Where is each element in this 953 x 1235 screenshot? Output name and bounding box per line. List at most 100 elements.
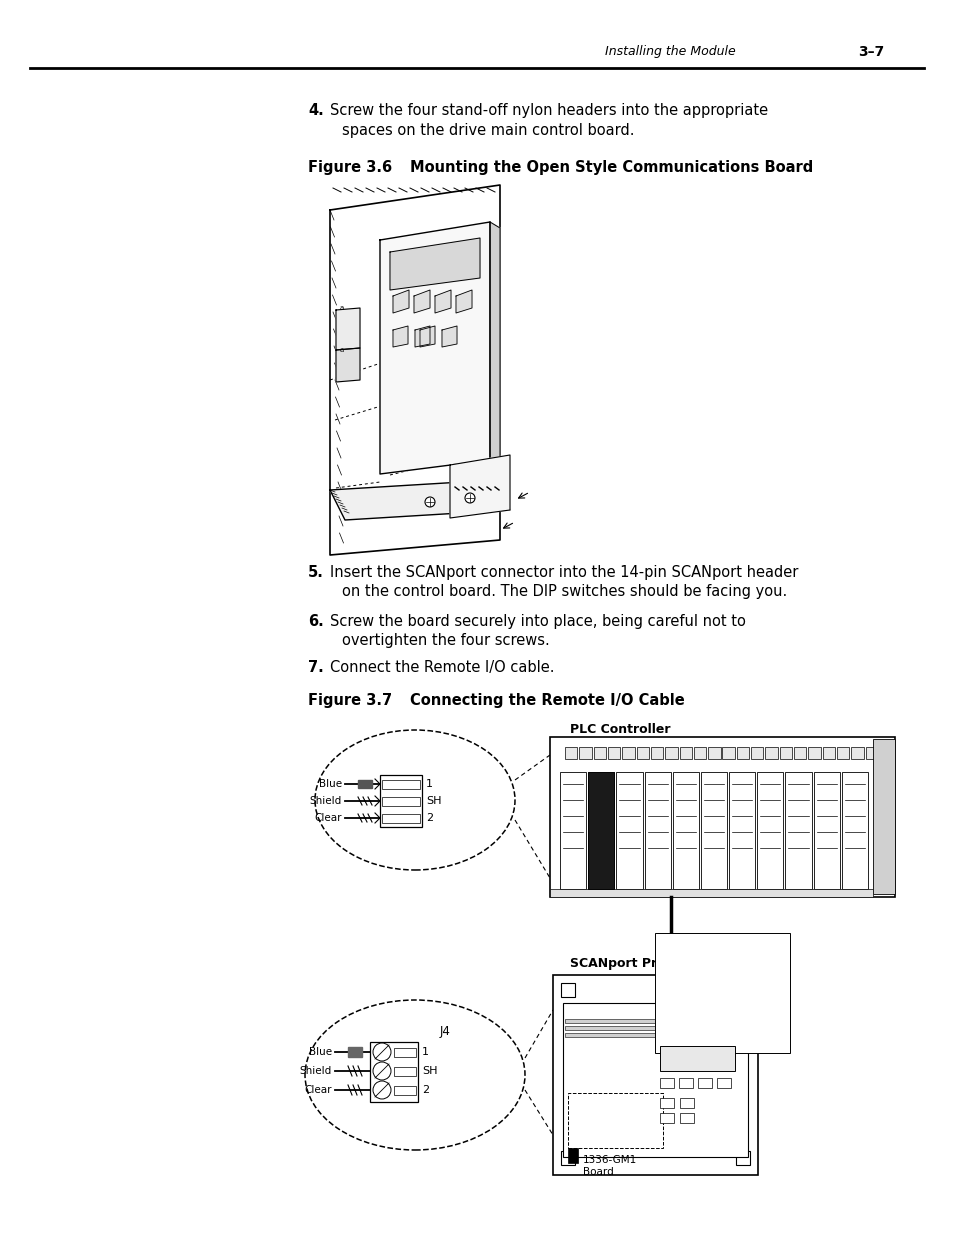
- Bar: [567, 1149, 578, 1163]
- Bar: [560, 983, 575, 997]
- Text: Shield: Shield: [310, 797, 341, 806]
- Text: 7.: 7.: [308, 659, 323, 676]
- Text: a: a: [339, 347, 344, 353]
- Text: SH: SH: [426, 797, 441, 806]
- Text: Installing the Module: Installing the Module: [604, 46, 735, 58]
- Bar: [636, 747, 648, 760]
- Bar: [872, 739, 894, 894]
- Polygon shape: [415, 326, 430, 347]
- Bar: [553, 974, 758, 1174]
- Text: Board: Board: [582, 1167, 613, 1177]
- Bar: [779, 747, 791, 760]
- Bar: [562, 1003, 747, 1157]
- Text: 1: 1: [421, 1047, 429, 1057]
- Bar: [841, 772, 867, 889]
- Bar: [621, 747, 634, 760]
- Ellipse shape: [305, 1000, 524, 1150]
- Bar: [836, 747, 848, 760]
- Bar: [736, 747, 748, 760]
- Polygon shape: [393, 326, 408, 347]
- Text: Connecting the Remote I/O Cable: Connecting the Remote I/O Cable: [410, 693, 684, 708]
- Polygon shape: [490, 222, 499, 468]
- Polygon shape: [435, 290, 451, 312]
- Bar: [659, 1078, 674, 1088]
- Bar: [616, 772, 642, 889]
- Bar: [679, 747, 691, 760]
- Ellipse shape: [314, 730, 515, 869]
- Circle shape: [424, 496, 435, 508]
- Bar: [588, 772, 614, 889]
- Text: SCANport Product: SCANport Product: [569, 957, 696, 969]
- Text: Screw the board securely into place, being careful not to: Screw the board securely into place, bei…: [330, 614, 745, 629]
- Polygon shape: [441, 326, 456, 347]
- Text: 2: 2: [426, 813, 433, 823]
- Polygon shape: [330, 480, 510, 520]
- Circle shape: [464, 493, 475, 503]
- Polygon shape: [419, 326, 435, 347]
- Bar: [394, 1067, 416, 1076]
- Text: Insert the SCANport connector into the 14-pin SCANport header: Insert the SCANport connector into the 1…: [330, 564, 798, 580]
- Bar: [644, 772, 670, 889]
- Bar: [559, 772, 585, 889]
- Bar: [728, 772, 755, 889]
- Text: 1: 1: [426, 779, 433, 789]
- Circle shape: [373, 1062, 391, 1079]
- Bar: [593, 747, 605, 760]
- Bar: [588, 772, 614, 889]
- Text: Figure 3.7: Figure 3.7: [308, 693, 392, 708]
- Bar: [721, 747, 734, 760]
- Polygon shape: [393, 290, 409, 312]
- Bar: [567, 1093, 662, 1149]
- Text: Blue: Blue: [309, 1047, 332, 1057]
- Bar: [550, 737, 894, 897]
- Bar: [659, 1098, 674, 1108]
- Bar: [698, 1078, 712, 1088]
- Text: PLC Controller: PLC Controller: [569, 722, 670, 736]
- Bar: [659, 1113, 674, 1123]
- Circle shape: [373, 1044, 391, 1061]
- Bar: [679, 1098, 694, 1108]
- Polygon shape: [450, 454, 510, 517]
- Text: Figure 3.6: Figure 3.6: [308, 161, 392, 175]
- Text: overtighten the four screws.: overtighten the four screws.: [341, 634, 549, 648]
- Circle shape: [373, 1081, 391, 1099]
- Polygon shape: [390, 238, 479, 290]
- Bar: [379, 776, 421, 827]
- Text: a: a: [339, 305, 344, 311]
- Bar: [793, 747, 805, 760]
- Bar: [821, 747, 834, 760]
- Polygon shape: [330, 185, 499, 555]
- Bar: [735, 1151, 749, 1165]
- Bar: [381, 814, 419, 823]
- Bar: [394, 1049, 416, 1057]
- Bar: [784, 772, 811, 889]
- Text: 6.: 6.: [308, 614, 323, 629]
- Polygon shape: [414, 290, 430, 312]
- Bar: [381, 781, 419, 789]
- Bar: [564, 1019, 745, 1023]
- Text: 2: 2: [421, 1086, 429, 1095]
- Bar: [750, 747, 762, 760]
- Text: 5.: 5.: [308, 564, 323, 580]
- Text: Blue: Blue: [318, 779, 341, 789]
- Bar: [807, 747, 820, 760]
- Bar: [679, 1113, 694, 1123]
- Bar: [550, 889, 872, 897]
- Bar: [655, 932, 790, 1053]
- Text: Clear: Clear: [304, 1086, 332, 1095]
- Bar: [381, 797, 419, 806]
- Text: 4.: 4.: [308, 103, 323, 119]
- Bar: [394, 1086, 416, 1095]
- Polygon shape: [357, 781, 372, 788]
- Bar: [717, 1078, 731, 1088]
- Text: SH: SH: [421, 1066, 437, 1076]
- Polygon shape: [379, 222, 490, 474]
- Bar: [664, 747, 677, 760]
- Bar: [679, 1078, 693, 1088]
- Text: spaces on the drive main control board.: spaces on the drive main control board.: [341, 124, 634, 138]
- Text: Mounting the Open Style Communications Board: Mounting the Open Style Communications B…: [410, 161, 812, 175]
- Bar: [850, 747, 862, 760]
- Bar: [659, 1046, 735, 1071]
- Bar: [735, 983, 749, 997]
- Bar: [813, 772, 839, 889]
